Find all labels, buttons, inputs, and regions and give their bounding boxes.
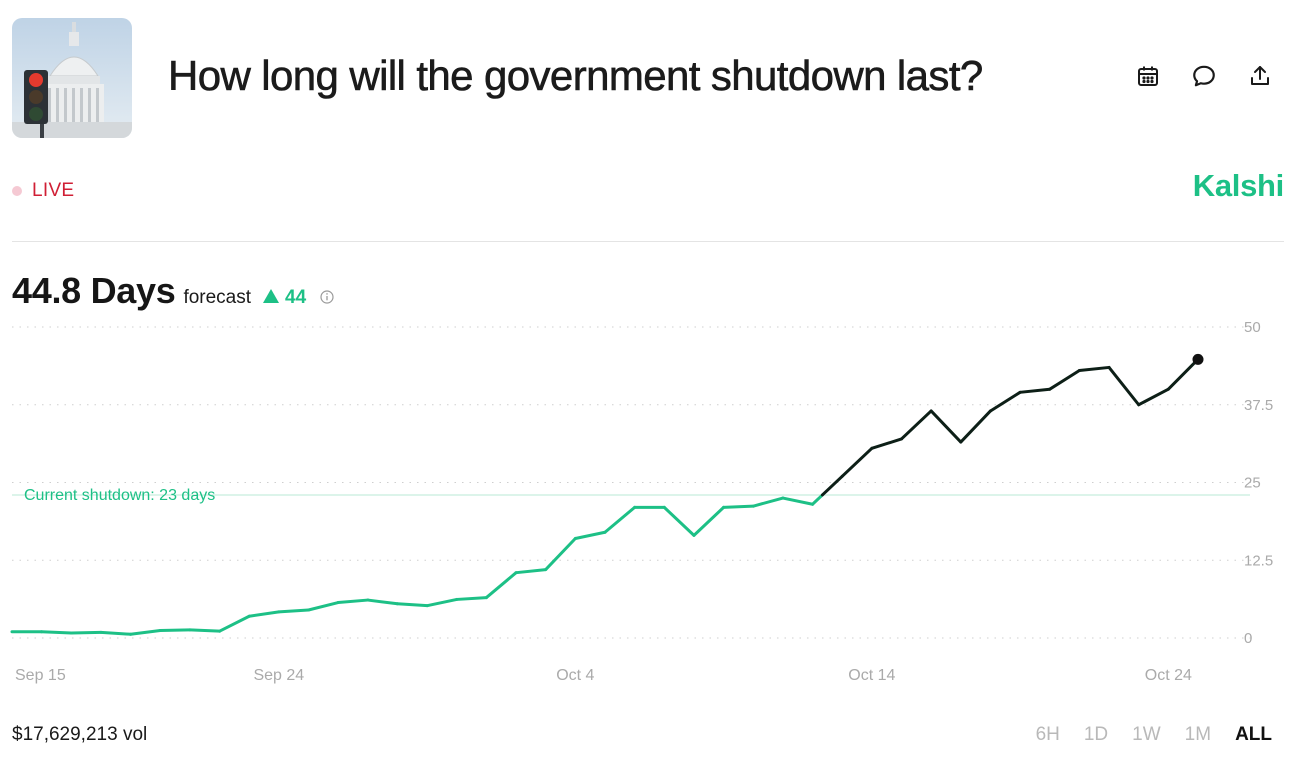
series-line-segment	[544, 536, 577, 572]
live-dot-icon	[12, 186, 22, 196]
y-tick-label: 37.5	[1244, 397, 1273, 414]
triangle-up-icon	[263, 289, 280, 303]
series-line-segment	[158, 628, 192, 633]
series-line-segment	[277, 608, 310, 614]
series-line-segment	[514, 568, 548, 575]
range-1m[interactable]: 1M	[1184, 724, 1212, 745]
series-line-segment	[129, 629, 162, 636]
forecast-change: 44	[263, 287, 306, 309]
series-line-segment	[722, 504, 755, 509]
series-line-segment	[218, 614, 251, 633]
series-line-segment	[781, 496, 815, 506]
series-line-segment	[484, 571, 518, 600]
series-line-segment	[820, 474, 844, 497]
series-line-segment	[900, 409, 933, 441]
series-line-segment	[188, 628, 222, 633]
capitol-image	[12, 18, 132, 138]
y-tick-label: 50	[1244, 319, 1261, 336]
x-tick-label: Oct 24	[1145, 667, 1192, 684]
range-all[interactable]: ALL	[1235, 724, 1272, 745]
range-1d[interactable]: 1D	[1083, 724, 1109, 745]
x-tick-label: Oct 14	[848, 667, 895, 684]
forecast-value: 44.8 Days	[12, 270, 176, 311]
series-line-segment	[1018, 387, 1052, 394]
header-actions	[1134, 62, 1274, 90]
range-6h[interactable]: 6H	[1035, 724, 1060, 745]
x-tick-label: Oct 4	[556, 667, 594, 684]
live-indicator: LIVE	[12, 180, 74, 202]
live-label: LIVE	[32, 180, 75, 201]
series-line-segment	[336, 598, 370, 605]
series-line-segment	[99, 630, 133, 636]
series-line-segment	[307, 601, 340, 612]
series-line-segment	[1107, 365, 1141, 407]
series-line-segment	[1048, 369, 1081, 391]
series-line-segment	[662, 505, 696, 537]
range-1w[interactable]: 1W	[1132, 724, 1161, 745]
series-line-segment	[69, 630, 103, 635]
series-line-segment	[929, 409, 963, 444]
y-tick-label: 25	[1244, 475, 1261, 492]
x-tick-label: Sep 24	[253, 667, 304, 684]
calendar-icon	[1138, 66, 1158, 86]
series-line-segment	[959, 409, 992, 444]
share-icon	[1251, 66, 1269, 85]
series-line-segment	[1077, 365, 1111, 373]
reference-line-label: Current shutdown: 23 days	[24, 487, 215, 504]
series-line-segment	[395, 602, 429, 608]
series-line-segment	[692, 505, 726, 537]
series-line-segment	[366, 598, 399, 606]
volume-label: $17,629,213 vol	[12, 724, 148, 745]
series-line-segment	[1166, 357, 1200, 391]
forecast-change-value: 44	[285, 287, 307, 308]
series-line-segment	[40, 630, 73, 635]
x-tick-label: Sep 15	[15, 667, 66, 684]
series-line-segment	[425, 597, 459, 608]
brand-logo[interactable]: Kalshi	[1192, 168, 1285, 203]
series-line-segment	[870, 437, 903, 450]
y-tick-label: 0	[1244, 630, 1252, 647]
series-line-segment	[573, 530, 607, 540]
page-title: How long will the government shutdown la…	[168, 52, 984, 100]
info-icon[interactable]	[320, 290, 334, 304]
series-line-segment	[1137, 387, 1170, 407]
divider	[12, 241, 1284, 242]
calendar-button[interactable]	[1134, 62, 1162, 90]
forecast-label: forecast	[183, 287, 252, 308]
market-thumbnail	[12, 18, 132, 138]
comment-icon	[1193, 65, 1215, 87]
share-button[interactable]	[1246, 62, 1274, 90]
forecast-headline: 44.8 Days forecast 44	[12, 270, 334, 312]
series-line-segment	[811, 493, 824, 506]
series-line-segment	[455, 596, 488, 601]
y-tick-label: 12.5	[1244, 552, 1273, 569]
current-value-marker	[1192, 353, 1204, 365]
time-range-selector: 6H 1D 1W 1M ALL	[1036, 724, 1272, 746]
comment-button[interactable]	[1190, 62, 1218, 90]
series-line-segment	[840, 446, 874, 478]
series-line-segment	[247, 610, 281, 618]
series-line-segment	[988, 390, 1022, 413]
forecast-line-chart[interactable]: 50 37.5 25 12.5 0 Sep 15 Sep 24 Oct 4 Oct 14 Oct…	[0, 315, 1296, 695]
series-line-segment	[603, 505, 637, 534]
series-line-segment	[751, 496, 785, 508]
